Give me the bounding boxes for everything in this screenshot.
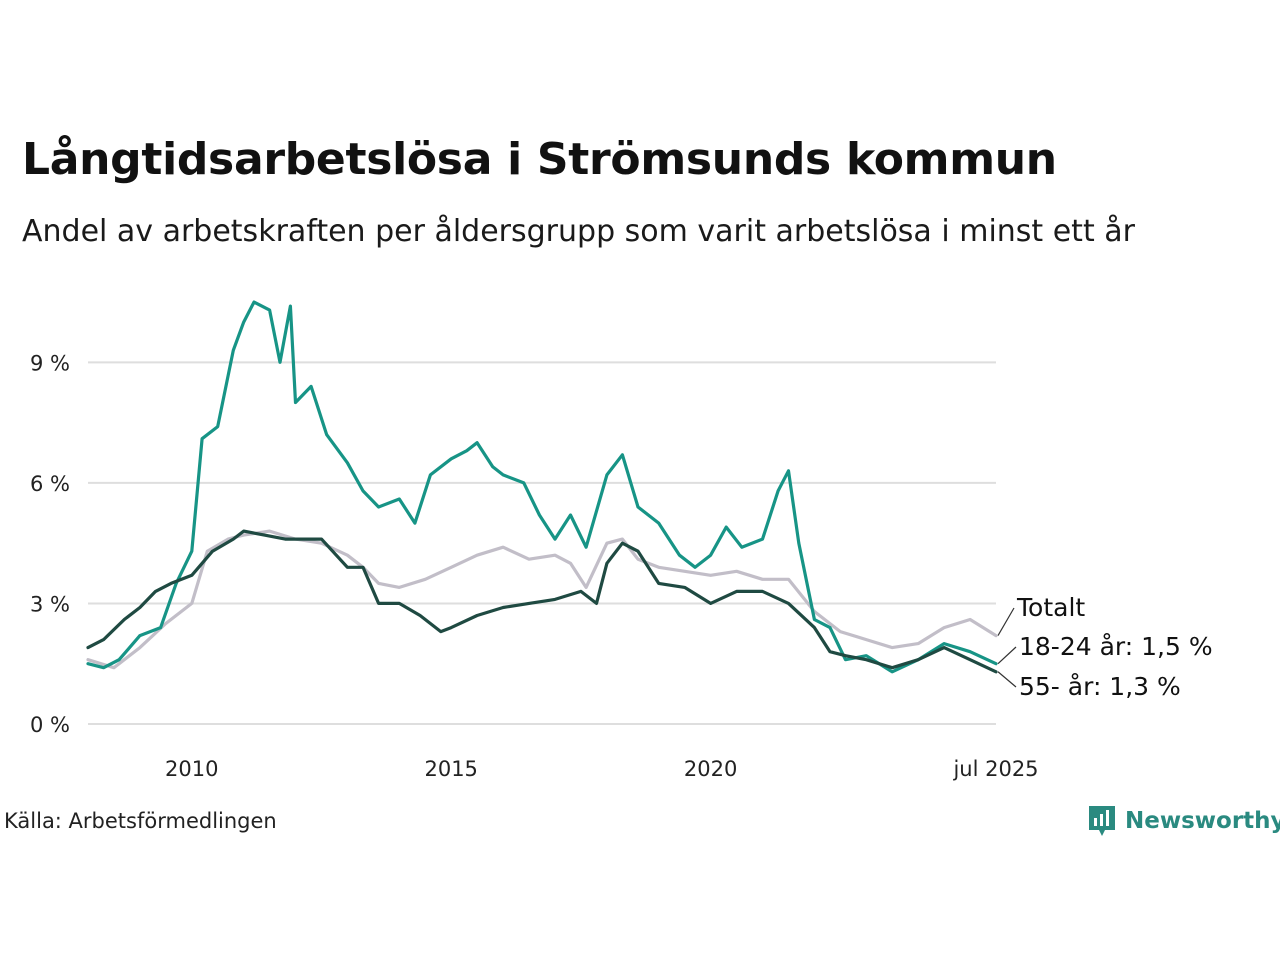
label-leader-line: [997, 646, 1017, 665]
series-end-label: 18-24 år: 1,5 %: [1019, 632, 1213, 661]
x-tick-label: 2015: [424, 757, 477, 781]
chart-title: Långtidsarbetslösa i Strömsunds kommun: [22, 134, 1057, 185]
y-tick-label: 9 %: [30, 351, 70, 375]
series-end-label: Totalt: [1016, 593, 1085, 622]
series-line-0: [86, 529, 998, 670]
x-tick-label: 2010: [165, 757, 218, 781]
label-leader-line: [997, 607, 1015, 636]
series-line-2: [86, 529, 998, 674]
y-tick-label: 0 %: [30, 713, 70, 737]
brand-logo: Newsworthy: [1087, 804, 1280, 838]
label-leader-line: [997, 671, 1017, 688]
chart-subtitle: Andel av arbetskraften per åldersgrupp s…: [22, 214, 1135, 249]
brand-name: Newsworthy: [1125, 808, 1280, 834]
x-tick-label: 2020: [684, 757, 737, 781]
source-note: Källa: Arbetsförmedlingen: [4, 809, 277, 833]
series-end-label: 55- år: 1,3 %: [1019, 672, 1181, 701]
x-tick-label: jul 2025: [952, 757, 1038, 781]
y-tick-label: 6 %: [30, 472, 70, 496]
y-tick-label: 3 %: [30, 592, 70, 616]
series-line-1: [86, 300, 998, 674]
newsworthy-logo-icon: [1089, 806, 1115, 836]
